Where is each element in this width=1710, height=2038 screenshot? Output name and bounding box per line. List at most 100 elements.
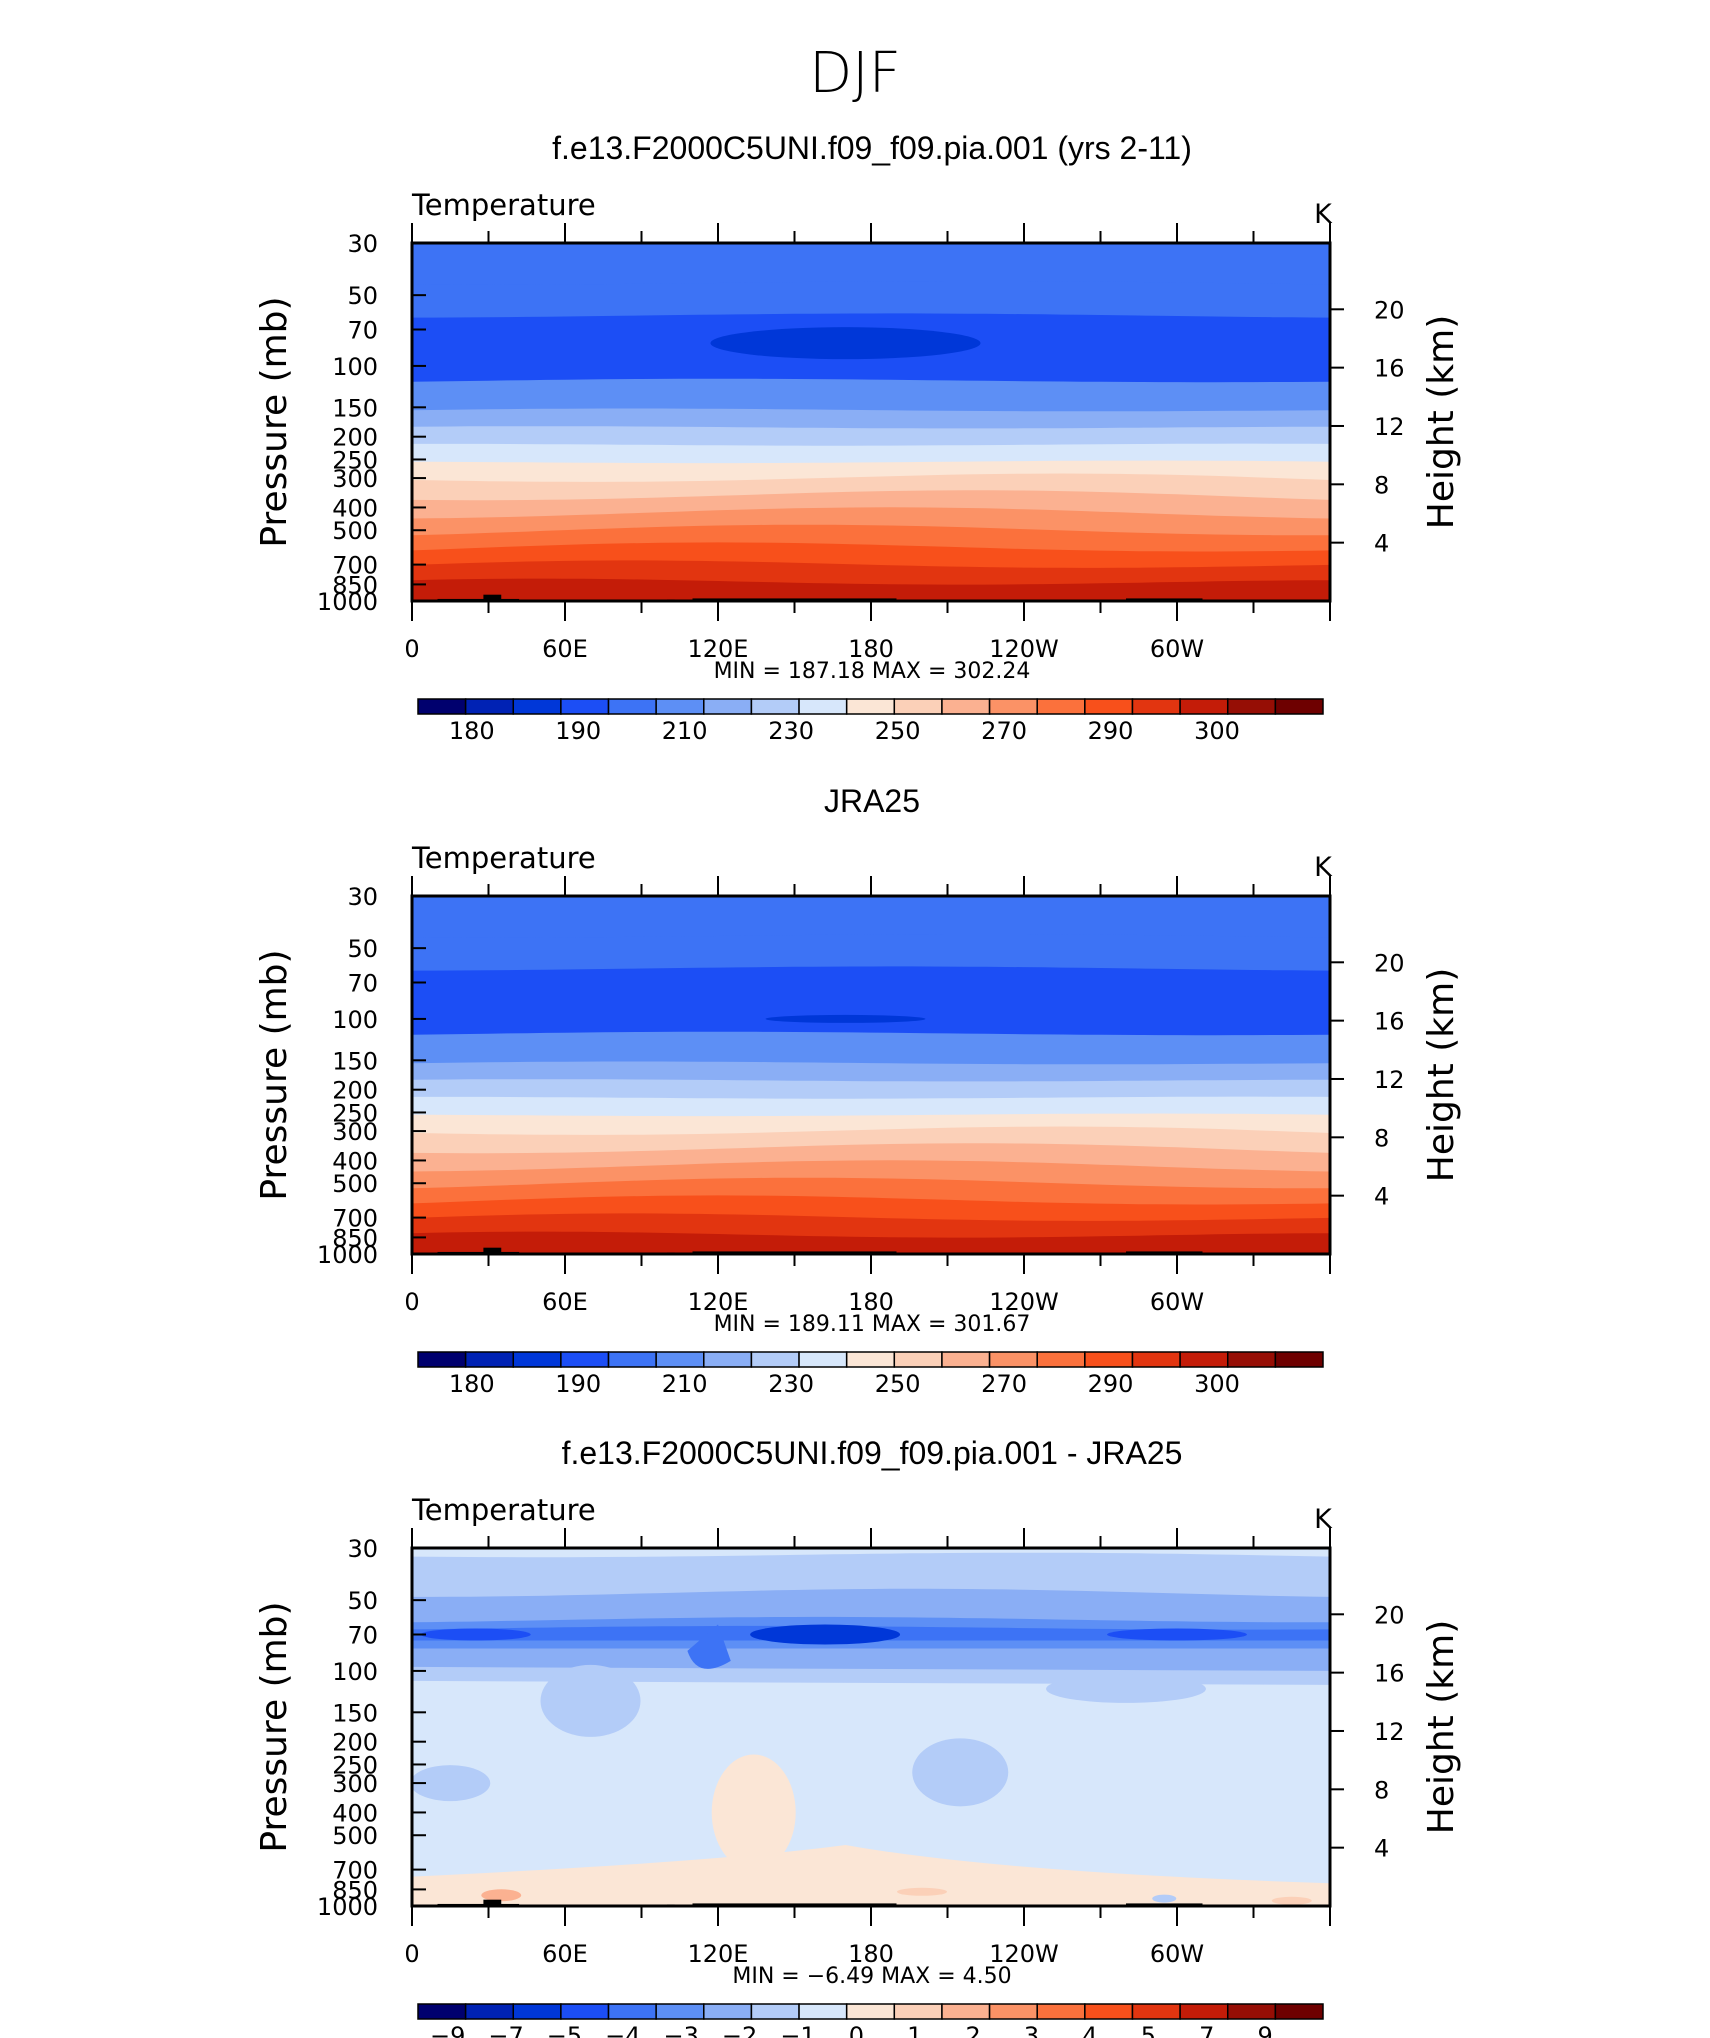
colorbar-label: 2 [966, 2022, 981, 2038]
x-tick-label: 120W [989, 1940, 1059, 1968]
contour-band [687, 1624, 731, 1669]
min-max-text: MIN = −6.49 MAX = 4.50 [732, 1964, 1011, 1989]
contour-band [412, 1765, 491, 1802]
colorbar-box [798, 2003, 848, 2020]
min-max-text: MIN = 187.18 MAX = 302.24 [714, 659, 1031, 684]
cold-core [710, 327, 981, 360]
chart-panel: f.e13.F2000C5UNI.f09_f09.pia.001 (yrs 2-… [254, 130, 1462, 745]
colorbar-box [703, 1351, 753, 1368]
y-tick-label: 500 [332, 1170, 378, 1198]
y2-tick-label: 20 [1374, 296, 1405, 324]
contour-band [1152, 1894, 1177, 1903]
y-tick-label: 300 [332, 465, 378, 493]
contour-band [1271, 1896, 1312, 1905]
panels: f.e13.F2000C5UNI.f09_f09.pia.001 (yrs 2-… [254, 130, 1462, 2038]
colorbar-box [703, 698, 753, 715]
y2-tick-label: 16 [1374, 355, 1405, 383]
x-tick-label: 0 [404, 635, 419, 663]
colorbar-box [417, 2003, 467, 2020]
colorbar-box [464, 698, 515, 715]
chart-title: f.e13.F2000C5UNI.f09_f09.pia.001 - JRA25 [562, 1435, 1183, 1471]
colorbar-label: 1 [907, 2022, 922, 2038]
colorbar-label: 3 [1024, 2022, 1039, 2038]
contour-band [1046, 1674, 1206, 1703]
cold-core [1107, 1628, 1247, 1641]
chart-title: f.e13.F2000C5UNI.f09_f09.pia.001 (yrs 2-… [552, 130, 1192, 166]
y-tick-label: 700 [332, 552, 378, 580]
x-tick-label: 180 [848, 1288, 894, 1316]
y-tick-label: 70 [347, 970, 378, 998]
y-tick-label: 400 [332, 1799, 378, 1827]
colorbar-box [1274, 2003, 1324, 2020]
colorbar-box [845, 2003, 896, 2020]
colorbar-label: −9 [430, 2022, 465, 2038]
contour-band [912, 1738, 1009, 1807]
colorbar-box [988, 1351, 1038, 1368]
contour-band [412, 1844, 1330, 1906]
y2-tick-label: 12 [1374, 1066, 1405, 1094]
y2-tick-label: 20 [1374, 949, 1405, 977]
colorbar-box [1084, 1351, 1134, 1368]
contour-band [897, 1887, 947, 1896]
x-tick-label: 120W [989, 635, 1059, 663]
y-tick-label: 1000 [317, 588, 378, 616]
contour-field [412, 896, 1330, 1254]
y-tick-label: 1000 [317, 1893, 378, 1921]
y-tick-label: 250 [332, 1751, 378, 1779]
colorbar-box [464, 2003, 515, 2020]
y-tick-label: 850 [332, 1876, 378, 1904]
contour-band [540, 1664, 641, 1737]
colorbar-box [1179, 2003, 1229, 2020]
topography [483, 594, 502, 601]
cold-core [420, 1628, 531, 1641]
colorbar-label: 300 [1194, 717, 1240, 745]
y2-axis-label: Height (km) [1421, 968, 1462, 1182]
colorbar-box [560, 698, 610, 715]
chart-title: JRA25 [824, 783, 920, 819]
x-tick-label: 120E [688, 1288, 749, 1316]
colorbar-box [798, 698, 848, 715]
y2-tick-label: 12 [1374, 1718, 1405, 1746]
variable-label: Temperature [411, 841, 596, 875]
colorbar-label: 230 [768, 1370, 814, 1398]
colorbar-label: −4 [605, 2022, 640, 2038]
colorbar-box [1131, 2003, 1181, 2020]
colorbar-box [655, 698, 705, 715]
chart-panel: f.e13.F2000C5UNI.f09_f09.pia.001 - JRA25… [254, 1435, 1462, 2038]
colorbar-label: 290 [1088, 717, 1134, 745]
x-tick-label: 60E [542, 1940, 588, 1968]
x-tick-label: 60W [1150, 635, 1204, 663]
colorbar-box [941, 1351, 991, 1368]
topography [483, 1247, 502, 1254]
variable-label: Temperature [411, 188, 596, 222]
y-axis-label: Pressure (mb) [254, 1601, 295, 1852]
y-tick-label: 100 [332, 1006, 378, 1034]
y-tick-label: 850 [332, 571, 378, 599]
colorbar-box [893, 698, 943, 715]
colorbar-box [893, 1351, 943, 1368]
colorbar-box [1036, 2003, 1086, 2020]
colorbar-label: −7 [488, 2022, 523, 2038]
contour-band [412, 1231, 1330, 1254]
y-tick-label: 50 [347, 935, 378, 963]
colorbar-box [655, 1351, 705, 1368]
y-tick-label: 200 [332, 1729, 378, 1757]
y2-tick-label: 16 [1374, 1008, 1405, 1036]
colorbar-box [988, 2003, 1038, 2020]
colorbar-label: 180 [449, 1370, 495, 1398]
colorbar-box [845, 698, 896, 715]
y2-tick-label: 8 [1374, 1776, 1389, 1804]
colorbar-box [560, 1351, 610, 1368]
cold-core [750, 1624, 901, 1645]
colorbar-label: 190 [555, 1370, 601, 1398]
y-tick-label: 250 [332, 446, 378, 474]
colorbar-box [607, 698, 657, 715]
colorbar-box [655, 2003, 705, 2020]
y-tick-label: 300 [332, 1118, 378, 1146]
x-tick-label: 120E [688, 635, 749, 663]
y-tick-label: 200 [332, 424, 378, 452]
colorbar-label: 210 [662, 717, 708, 745]
y-tick-label: 70 [347, 317, 378, 345]
